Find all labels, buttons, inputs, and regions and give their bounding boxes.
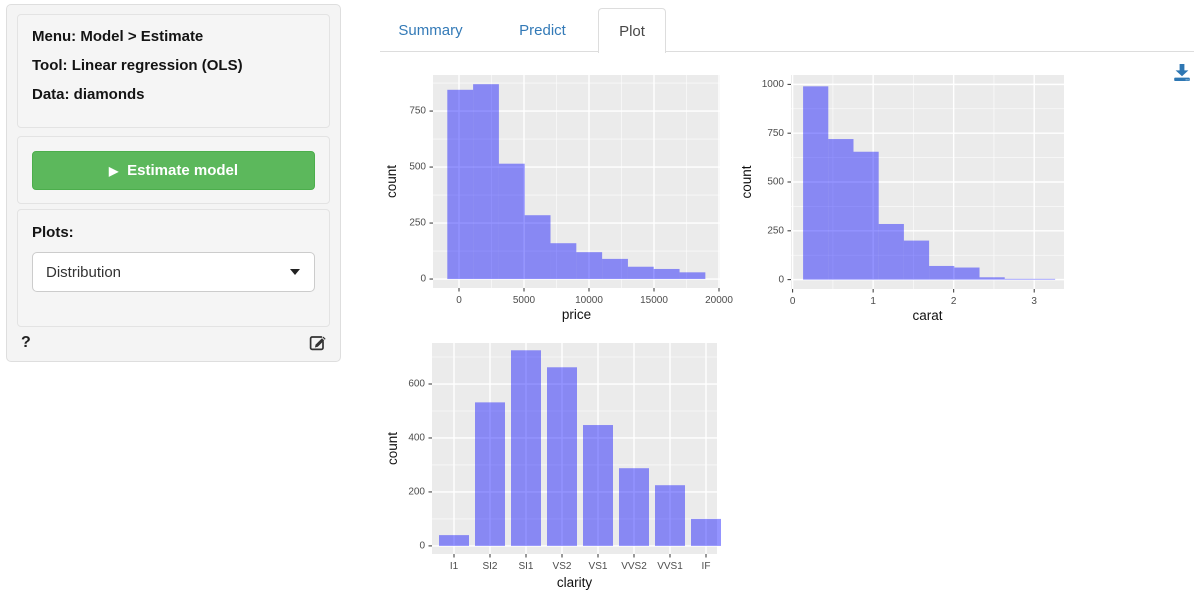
- svg-text:VS1: VS1: [589, 561, 608, 572]
- svg-text:15000: 15000: [640, 295, 668, 306]
- svg-text:500: 500: [409, 162, 426, 173]
- svg-text:0: 0: [419, 541, 425, 552]
- chevron-down-icon: [290, 269, 300, 275]
- tab-bar: Summary Predict Plot: [380, 8, 1194, 53]
- svg-text:SI2: SI2: [482, 561, 497, 572]
- edit-icon: [309, 336, 326, 351]
- svg-text:20000: 20000: [705, 295, 733, 306]
- model-info-panel: Menu: Model > Estimate Tool: Linear regr…: [17, 14, 330, 128]
- plots-panel: Plots: Distribution: [17, 209, 330, 327]
- svg-text:I1: I1: [450, 561, 459, 572]
- svg-text:400: 400: [408, 433, 425, 444]
- svg-text:SI1: SI1: [518, 561, 533, 572]
- sidebar: Menu: Model > Estimate Tool: Linear regr…: [6, 4, 341, 362]
- svg-text:0: 0: [456, 295, 462, 306]
- svg-text:carat: carat: [912, 308, 942, 323]
- svg-text:250: 250: [767, 225, 784, 236]
- tool-label: Tool: Linear regression (OLS): [32, 57, 243, 74]
- carat-histogram: 0 250 500 750 1000 0 1 2 3 carat count: [733, 57, 1078, 339]
- tab-plot-label: Plot: [619, 22, 645, 40]
- svg-text:1: 1: [870, 296, 876, 307]
- plots-label: Plots:: [32, 224, 74, 241]
- edit-report-button[interactable]: [307, 333, 327, 353]
- menu-breadcrumb: Menu: Model > Estimate: [32, 28, 204, 45]
- svg-text:0: 0: [778, 274, 784, 285]
- dataset-label: Data: diamonds: [32, 86, 145, 103]
- svg-text:500: 500: [767, 177, 784, 188]
- price-histogram: 0 250 500 750 0 5000 10000 15000 20000 price count: [382, 57, 733, 339]
- svg-text:count: count: [739, 165, 754, 198]
- clarity-bar-chart-svg: 0 200 400 600 I1 SI2 SI1 VS2 VS1 VVS2 VVS1 IF clarit…: [385, 343, 721, 590]
- svg-text:count: count: [385, 432, 400, 465]
- svg-text:750: 750: [767, 128, 784, 139]
- svg-text:10000: 10000: [575, 295, 603, 306]
- help-button[interactable]: ?: [21, 334, 31, 351]
- tab-predict-label: Predict: [519, 21, 566, 39]
- svg-text:IF: IF: [702, 561, 711, 572]
- estimate-model-label: Estimate model: [127, 162, 239, 179]
- svg-text:3: 3: [1031, 296, 1037, 307]
- svg-text:price: price: [562, 307, 591, 322]
- tab-summary-label: Summary: [398, 21, 463, 39]
- svg-text:1000: 1000: [762, 79, 785, 90]
- svg-text:0: 0: [420, 274, 426, 285]
- estimate-model-button[interactable]: ▶ Estimate model: [32, 151, 315, 190]
- tab-summary[interactable]: Summary: [383, 8, 478, 52]
- tab-plot[interactable]: Plot: [598, 8, 666, 53]
- svg-text:count: count: [384, 165, 399, 198]
- svg-text:VVS1: VVS1: [657, 561, 683, 572]
- clarity-bar-chart: 0 200 400 600 I1 SI2 SI1 VS2 VS1 VVS2 VVS1 IF clarit…: [380, 333, 732, 599]
- estimate-panel: ▶ Estimate model: [17, 136, 330, 204]
- plots-select-value: Distribution: [46, 263, 122, 281]
- svg-text:600: 600: [408, 379, 425, 390]
- svg-text:0: 0: [790, 296, 796, 307]
- svg-text:250: 250: [409, 218, 426, 229]
- download-plot-button[interactable]: [1171, 63, 1193, 83]
- svg-text:2: 2: [951, 296, 957, 307]
- price-histogram-svg: 0 250 500 750 0 5000 10000 15000 20000 price count: [384, 75, 733, 322]
- download-icon: [1174, 64, 1190, 81]
- svg-text:clarity: clarity: [557, 575, 593, 590]
- plots-select[interactable]: Distribution: [32, 252, 315, 292]
- sidebar-footer: ?: [21, 332, 327, 354]
- svg-text:VVS2: VVS2: [621, 561, 647, 572]
- svg-text:5000: 5000: [513, 295, 536, 306]
- svg-text:VS2: VS2: [553, 561, 572, 572]
- svg-text:750: 750: [409, 106, 426, 117]
- tab-predict[interactable]: Predict: [498, 8, 587, 52]
- svg-text:200: 200: [408, 487, 425, 498]
- carat-histogram-svg: 0 250 500 750 1000 0 1 2 3 carat count: [739, 75, 1064, 323]
- play-icon: ▶: [108, 163, 119, 178]
